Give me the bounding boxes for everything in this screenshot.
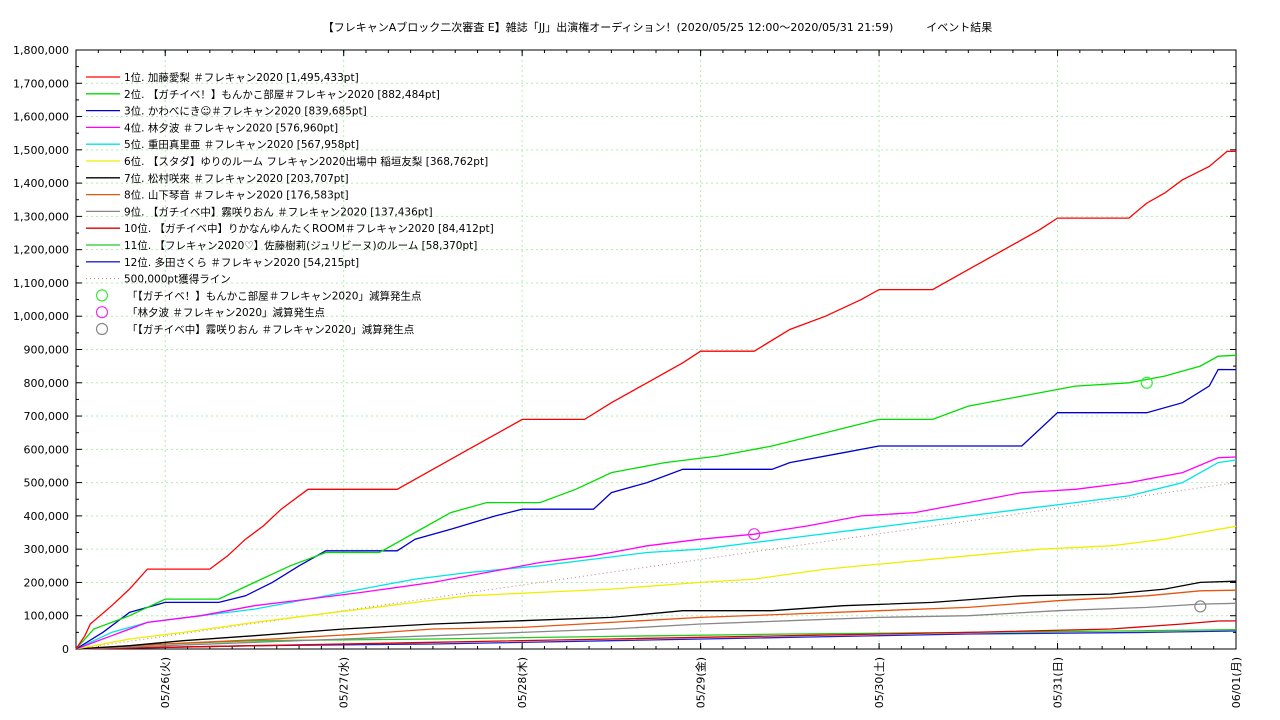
series-line — [75, 580, 1237, 650]
legend-marker — [95, 322, 109, 336]
series-line — [75, 354, 1237, 650]
legend-label: 3位. かわべにき☺＃フレキャン2020 [839,685pt] — [124, 105, 367, 118]
y-tick-label: 1,000,000 — [13, 310, 69, 323]
legend-label: 9位. 【ガチイベ中】霧咲りおん ＃フレキャン2020 [137,436pt] — [124, 205, 433, 218]
legend-marker — [95, 289, 109, 302]
y-tick-label: 0 — [62, 643, 69, 656]
legend-label: 2位. 【ガチイベ！】もんかこ部屋＃フレキャン2020 [882,484pt] — [124, 88, 440, 101]
y-tick-label: 900,000 — [24, 344, 70, 357]
series-line — [75, 589, 1237, 650]
legend-label: 7位. 松村咲來 ＃フレキャン2020 [203,707pt] — [124, 172, 349, 185]
x-tick-label: 05/29(金) — [694, 657, 708, 708]
series-line — [75, 459, 1237, 650]
x-tick-label: 05/26(火) — [159, 657, 172, 708]
y-tick-label: 1,200,000 — [13, 244, 69, 257]
legend-label: 「【ガチイベ！】もんかこ部屋＃フレキャン2020」減算発生点 — [127, 289, 421, 302]
x-tick-label: 05/27(水) — [338, 657, 351, 708]
reduction-marker — [748, 528, 761, 541]
y-tick-label: 1,100,000 — [13, 277, 69, 290]
y-tick-label: 600,000 — [24, 443, 70, 456]
series-line — [75, 525, 1237, 650]
series-line — [75, 368, 1237, 650]
y-tick-label: 700,000 — [24, 410, 70, 423]
legend-label: 500,000pt獲得ライン — [124, 273, 231, 286]
series-line — [75, 482, 1237, 650]
legend-label: 12位. 多田さくら ＃フレキャン2020 [54,215pt] — [124, 256, 359, 269]
marker-group — [748, 376, 1207, 613]
legend-label: 「【ガチイベ中】霧咲りおん ＃フレキャン2020」減算発生点 — [127, 323, 414, 336]
legend-label: 5位. 重田真里亜 ＃フレキャン2020 [567,958pt] — [124, 138, 359, 151]
legend-label: 6位. 【スタダ】ゆりのルーム フレキャン2020出場中 稲垣友梨 [368,7… — [124, 155, 488, 168]
legend-label: 8位. 山下琴音 ＃フレキャン2020 [176,583pt] — [124, 189, 349, 202]
legend-label: 10位. 【ガチイベ中】りかなんゆんたくROOM＃フレキャン2020 [84,4… — [124, 222, 494, 235]
y-tick-label: 400,000 — [24, 510, 70, 523]
chart-title: 【フレキャンAブロック二次審査 E】雑誌「JJ」出演権オーディション！(2020… — [322, 21, 993, 34]
legend-label: 「林夕波 ＃フレキャン2020」減算発生点 — [127, 306, 325, 319]
series-line — [75, 620, 1237, 650]
y-tick-label: 1,800,000 — [13, 44, 69, 57]
legend-label: 1位. 加藤愛梨 ＃フレキャン2020 [1,495,433pt] — [124, 71, 359, 84]
reduction-marker — [1140, 376, 1153, 389]
y-tick-label: 300,000 — [24, 543, 70, 556]
y-tick-label: 1,700,000 — [13, 77, 69, 90]
y-tick-label: 1,400,000 — [13, 177, 69, 190]
series-line — [75, 150, 1236, 650]
y-tick-label: 1,600,000 — [13, 111, 69, 124]
series-line — [75, 456, 1237, 650]
y-tick-label: 800,000 — [24, 377, 70, 390]
legend-label: 4位. 林夕波 ＃フレキャン2020 [576,960pt] — [124, 121, 338, 134]
series-group — [75, 150, 1237, 650]
x-tick-label: 05/28(木) — [516, 657, 529, 708]
grid-lines: 0 100,000 200,000 300,000 400,000 500,000 600,… — [13, 44, 1243, 708]
y-tick-label: 1,500,000 — [13, 144, 69, 157]
y-tick-label: 1,300,000 — [13, 210, 69, 223]
x-tick-label: 06/01(月) — [1230, 657, 1243, 708]
x-tick-label: 05/31(日) — [1052, 657, 1065, 708]
y-tick-label: 200,000 — [24, 576, 70, 589]
y-tick-label: 100,000 — [24, 610, 70, 623]
y-tick-label: 500,000 — [24, 477, 70, 490]
x-tick-label: 05/30(土) — [873, 657, 886, 708]
series-line — [75, 602, 1237, 650]
legend-marker — [95, 306, 109, 319]
legend-label: 11位. 【フレキャン2020♡】佐藤樹莉(ジュリビーヌ)のルーム [58,37… — [124, 239, 477, 252]
legend: 1位. 加藤愛梨 ＃フレキャン2020 [1,495,433pt] 2位. 【ガチ… — [86, 71, 494, 336]
plot-frame — [75, 49, 1237, 650]
reduction-marker — [1194, 600, 1207, 613]
